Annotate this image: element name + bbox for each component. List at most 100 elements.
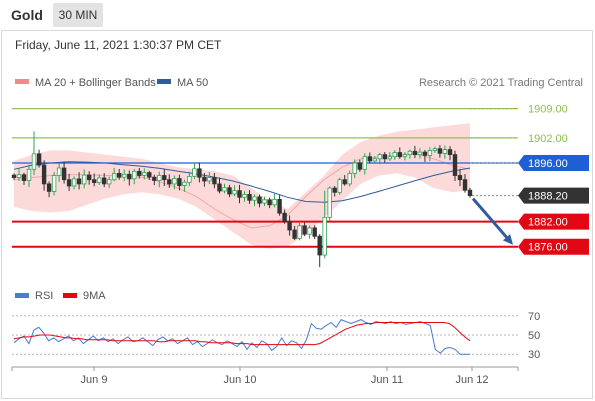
candle-down [467, 189, 473, 196]
candle-up [122, 173, 127, 178]
rsi-legend-label: RSI [35, 290, 53, 302]
timeframe-badge[interactable]: 30 MIN [53, 3, 103, 27]
candle-up [112, 172, 117, 181]
forecast-arrow [471, 197, 513, 245]
candle-down [41, 164, 47, 185]
candle-up [297, 225, 302, 239]
candle-down [462, 179, 468, 191]
x-tick-label: Jun 12 [455, 374, 488, 386]
candle-down [397, 152, 402, 158]
candle-up [16, 174, 22, 178]
candle-up [307, 227, 312, 235]
candle-down [167, 179, 172, 185]
candle-down [61, 167, 67, 181]
top-bar: Gold 30 MIN [0, 0, 595, 30]
bollinger-bands [13, 123, 471, 249]
candle-up [207, 177, 212, 182]
x-tick-label: Jun 11 [371, 374, 403, 386]
x-tick-label: Jun 9 [81, 374, 108, 386]
candle-down [437, 148, 443, 154]
candle-down [11, 174, 17, 179]
chart-panel [1, 30, 593, 399]
level-label-1876-00: 1876.00 [528, 242, 568, 254]
research-credit: Research © 2021 Trading Central [419, 77, 583, 89]
candle-up [337, 179, 342, 193]
candle-down [357, 162, 362, 170]
candle-down [177, 178, 182, 186]
candle-down [287, 221, 292, 231]
candle-up [222, 187, 227, 192]
level-label-1902-00: 1902.00 [528, 133, 568, 145]
candle-down [457, 175, 463, 181]
candle-down [257, 196, 262, 204]
candle-down [117, 172, 122, 178]
candle-down [312, 227, 317, 237]
candle-up [232, 190, 237, 195]
candle-up [322, 216, 327, 256]
candle-up [272, 198, 277, 206]
candle-up [327, 187, 332, 218]
candle-down [247, 193, 252, 201]
candle-down [66, 179, 72, 187]
rsi-ma-legend-swatch [63, 293, 77, 298]
candle-up [157, 175, 162, 181]
price-levels: 1909.00 1902.00 1896.00 1888.20 1882.00 1876.… [12, 104, 589, 255]
candle-down [277, 198, 282, 214]
candle-down [422, 151, 428, 156]
candle-down [452, 154, 458, 176]
rsi-tick-label: 30 [528, 349, 540, 361]
rsi-tick-label: 50 [528, 330, 540, 342]
bollinger-legend-swatch [15, 79, 29, 84]
candle-up [56, 167, 62, 176]
ma50-line [13, 161, 471, 203]
bollinger-band-fill [14, 123, 470, 249]
candle-down [87, 174, 92, 181]
candle-up [71, 178, 77, 187]
candle-up [427, 149, 433, 156]
candle-down [137, 170, 142, 176]
level-tag-last [518, 187, 589, 204]
candle-up [377, 154, 382, 160]
candle-down [147, 172, 152, 178]
candle-down [412, 150, 418, 156]
candle-down [162, 175, 167, 181]
candle-up [372, 158, 377, 162]
rsi-ma-line [13, 322, 471, 346]
candle-up [392, 152, 397, 158]
candle-down [202, 176, 207, 182]
ma50-legend-label: MA 50 [177, 77, 208, 89]
candlesticks [11, 131, 473, 268]
forecast-arrow-head [502, 234, 513, 245]
candle-down [217, 183, 222, 192]
x-tick-label: Jun 10 [223, 374, 256, 386]
level-tag-pivot [518, 155, 589, 171]
candle-up [347, 172, 352, 185]
x-axis: Jun 9 Jun 10 Jun 11 Jun 12 [11, 367, 519, 386]
candle-up [51, 175, 57, 192]
candle-down [152, 176, 157, 181]
candle-down [127, 173, 132, 180]
level-label-1882-00: 1882.00 [528, 217, 568, 229]
candle-up [82, 174, 87, 185]
forecast-arrow-shaft [471, 197, 509, 240]
bollinger-legend-label: MA 20 + Bollinger Bands [35, 77, 156, 89]
candle-up [107, 179, 112, 185]
candle-up [262, 199, 267, 204]
level-label-1888-20: 1888.20 [528, 191, 568, 203]
rsi-line [13, 318, 470, 355]
candle-down [367, 156, 372, 162]
candle-up [352, 162, 357, 174]
candle-up [407, 150, 413, 156]
rsi-tick-label: 70 [528, 311, 540, 323]
candle-up [132, 170, 137, 180]
candle-up [26, 168, 32, 182]
candle-up [182, 181, 187, 186]
candle-down [197, 168, 202, 178]
chart-datetime: Friday, June 11, 2021 1:30:37 PM CET [15, 38, 222, 52]
candle-up [97, 177, 102, 183]
candle-up [172, 178, 177, 185]
level-label-1896-00: 1896.00 [528, 158, 568, 170]
level-tag-support [518, 213, 589, 230]
